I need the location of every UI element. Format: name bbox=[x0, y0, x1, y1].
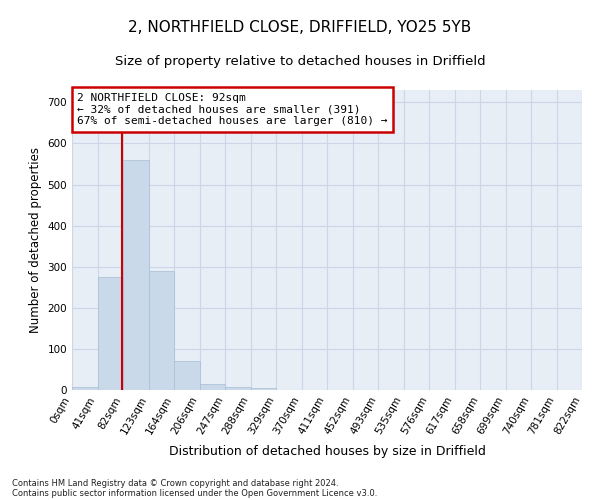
X-axis label: Distribution of detached houses by size in Driffield: Distribution of detached houses by size … bbox=[169, 444, 485, 458]
Text: Size of property relative to detached houses in Driffield: Size of property relative to detached ho… bbox=[115, 55, 485, 68]
Bar bbox=[72, 386, 97, 390]
Bar bbox=[251, 388, 276, 390]
Y-axis label: Number of detached properties: Number of detached properties bbox=[29, 147, 42, 333]
Bar bbox=[97, 277, 123, 390]
Text: Contains public sector information licensed under the Open Government Licence v3: Contains public sector information licen… bbox=[12, 488, 377, 498]
Bar bbox=[174, 361, 199, 390]
Bar bbox=[225, 386, 251, 390]
Bar bbox=[149, 271, 174, 390]
Bar bbox=[123, 160, 149, 390]
Text: 2, NORTHFIELD CLOSE, DRIFFIELD, YO25 5YB: 2, NORTHFIELD CLOSE, DRIFFIELD, YO25 5YB bbox=[128, 20, 472, 35]
Text: 2 NORTHFIELD CLOSE: 92sqm
← 32% of detached houses are smaller (391)
67% of semi: 2 NORTHFIELD CLOSE: 92sqm ← 32% of detac… bbox=[77, 93, 388, 126]
Bar bbox=[199, 384, 225, 390]
Text: Contains HM Land Registry data © Crown copyright and database right 2024.: Contains HM Land Registry data © Crown c… bbox=[12, 478, 338, 488]
